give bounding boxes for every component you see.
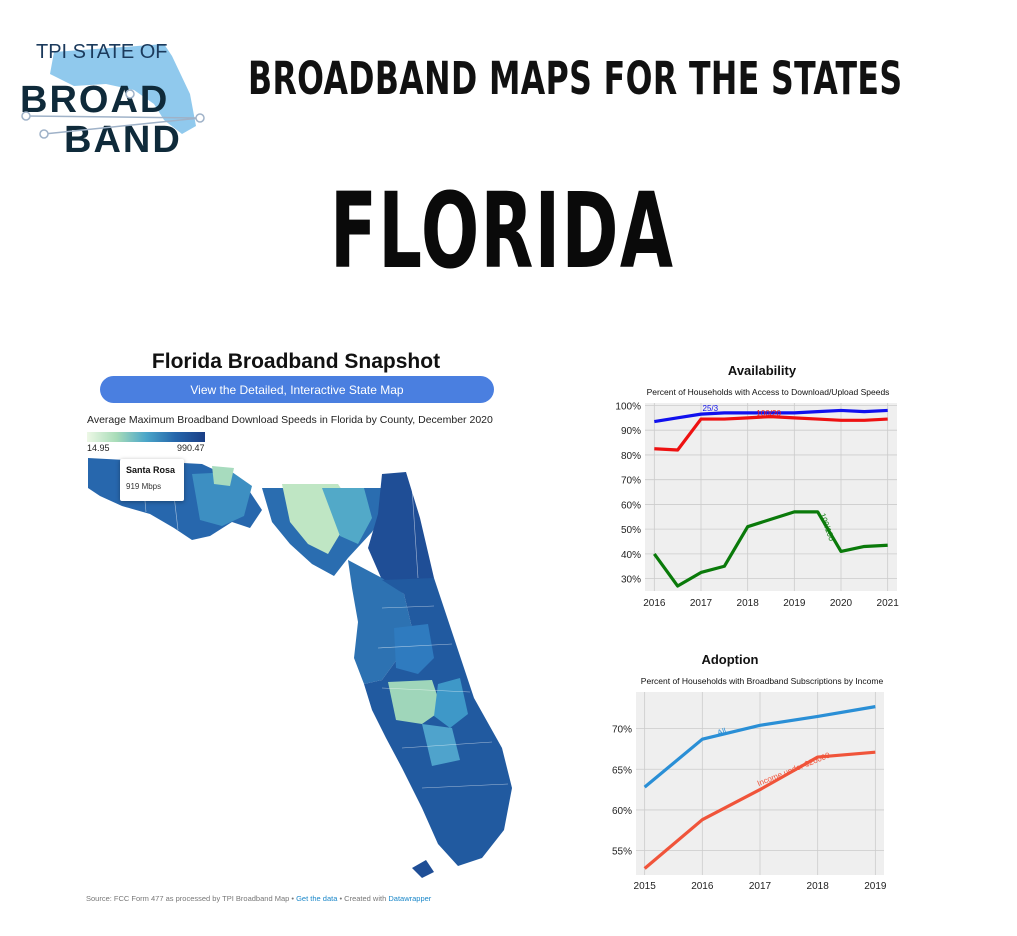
source-mid-text: • Created with [337,894,389,903]
adoption-chart-title: Adoption [701,652,759,667]
get-the-data-link[interactable]: Get the data [296,894,338,903]
y-tick-label: 65% [612,765,632,776]
x-tick-label: 2021 [877,598,900,606]
y-tick-label: 70% [612,725,632,736]
y-tick-label: 30% [621,575,641,586]
legend-min-label: 14.95 [87,443,110,453]
x-tick-label: 2015 [634,881,657,891]
state-title: FLORIDA [330,170,675,292]
x-tick-label: 2017 [749,881,772,891]
map-region-north-central[interactable] [322,488,372,544]
x-tick-label: 2016 [691,881,714,891]
series-inline-label: 100/20 [756,409,781,418]
adoption-chart-subtitle: Percent of Households with Broadband Sub… [640,676,884,686]
map-region-keys[interactable] [412,860,434,878]
y-tick-label: 90% [621,426,641,437]
source-text: Source: FCC Form 477 as processed by TPI… [86,894,297,903]
tooltip-county-name: Santa Rosa [126,465,176,475]
tooltip-speed-value: 919 Mbps [126,482,162,491]
logo-line2: BROAD [20,79,169,121]
y-tick-label: 60% [621,500,641,511]
florida-county-map[interactable] [82,448,522,888]
color-scale-legend [87,432,205,442]
tpi-state-of-broadband-logo: TPI STATE OF BROAD BAND [20,41,205,159]
map-region-central-light[interactable] [388,680,442,724]
y-tick-label: 70% [621,476,641,487]
y-tick-label: 50% [621,525,641,536]
x-tick-label: 2018 [807,881,830,891]
y-tick-label: 60% [612,806,632,817]
map-region-peninsula[interactable] [364,578,512,866]
x-tick-label: 2019 [864,881,887,891]
y-tick-label: 40% [621,550,641,561]
map-source-note: Source: FCC Form 477 as processed by TPI… [86,894,431,903]
y-tick-label: 55% [612,847,632,858]
x-tick-label: 2019 [783,598,806,606]
legend-max-label: 990.47 [177,443,205,453]
series-inline-label: All [716,726,727,737]
x-tick-label: 2018 [737,598,760,606]
map-region-south-light[interactable] [422,724,460,766]
page-headline: BROADBAND MAPS FOR THE STATES [248,52,903,105]
x-tick-label: 2020 [830,598,853,606]
y-tick-label: 100% [615,401,641,412]
county-tooltip: Santa Rosa 919 Mbps [120,459,184,501]
map-region-central[interactable] [394,624,434,674]
availability-chart-title: Availability [727,363,797,378]
snapshot-title: Florida Broadband Snapshot [151,350,441,373]
availability-chart-subtitle: Percent of Households with Access to Dow… [646,387,890,397]
y-tick-label: 80% [621,451,641,462]
x-tick-label: 2017 [690,598,713,606]
map-region-panhandle-mid[interactable] [192,472,252,526]
map-region-panhandle-low[interactable] [212,466,234,486]
series-inline-label: 25/3 [703,404,719,413]
logo-line3: BAND [64,119,182,159]
map-region-northeast[interactable] [368,472,434,588]
datawrapper-link[interactable]: Datawrapper [388,894,432,903]
logo-line1: TPI STATE OF [36,41,167,63]
map-subtitle: Average Maximum Broadband Download Speed… [87,414,493,426]
plot-area [645,403,897,591]
x-tick-label: 2016 [643,598,666,606]
view-interactive-map-button[interactable]: View the Detailed, Interactive State Map [100,376,494,403]
availability-chart: 2016 2017 2018 2019 2020 2021 30% 40% 50% 60% 70% 8… [615,401,900,606]
